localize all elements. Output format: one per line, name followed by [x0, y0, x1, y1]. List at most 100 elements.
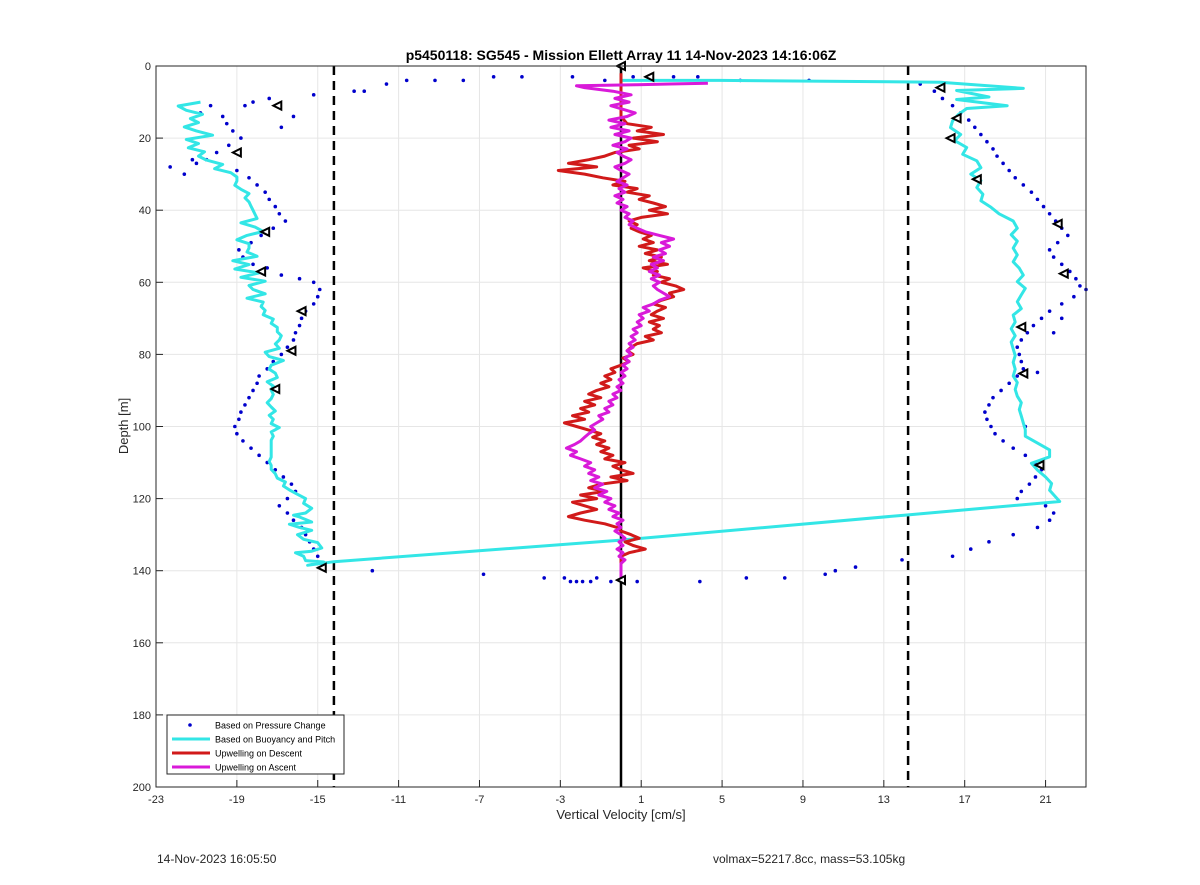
upwelling-on-ascent-line	[564, 81, 708, 578]
pressure-change-point	[671, 75, 676, 79]
y-tick-label: 40	[139, 205, 151, 217]
x-tick-label: -7	[475, 794, 485, 806]
triangle-marker	[1057, 268, 1069, 280]
pressure-change-point	[995, 154, 999, 158]
pressure-change-point	[932, 89, 937, 94]
x-axis-label: Vertical Velocity [cm/s]	[556, 807, 685, 822]
pressure-change-point	[279, 352, 284, 357]
pressure-change-point	[190, 157, 195, 162]
pressure-change-point	[255, 381, 259, 386]
pressure-change-point	[311, 302, 316, 306]
pressure-change-point	[1059, 316, 1064, 321]
legend-label: Upwelling on Ascent	[215, 763, 297, 773]
pressure-change-point	[985, 417, 989, 422]
axes: -23 -19 -15 -11 -7 -3 1 5 9 13 17 21 0 20 40 60 80 100 120…	[133, 61, 1052, 806]
pressure-change-point	[315, 294, 320, 299]
x-tick-label: 1	[638, 794, 644, 806]
pressure-change-point	[224, 121, 229, 126]
y-tick-label: 60	[139, 277, 151, 289]
pressure-change-point	[239, 136, 243, 140]
y-axis-label: Depth [m]	[116, 398, 131, 454]
pressure-change-point	[271, 226, 276, 231]
pressure-change-point	[251, 100, 255, 104]
pressure-change-point	[698, 579, 702, 584]
pressure-change-point	[283, 219, 288, 223]
y-tick-label: 140	[133, 566, 151, 578]
pressure-change-point	[1033, 475, 1038, 479]
y-tick-label: 80	[139, 349, 151, 361]
pressure-change-point	[311, 280, 316, 285]
pressure-change-point	[273, 204, 278, 209]
pressure-change-point	[782, 576, 787, 580]
pressure-change-point	[987, 540, 991, 544]
pressure-change-point	[983, 410, 987, 414]
triangle-marker	[950, 112, 962, 124]
pressure-change-point	[1031, 323, 1036, 328]
pressure-change-point	[291, 338, 296, 342]
pressure-change-point	[1039, 316, 1044, 321]
pressure-change-point	[1013, 175, 1018, 180]
pressure-change-point	[588, 579, 593, 584]
triangle-marker	[614, 574, 626, 586]
pressure-change-point	[991, 395, 995, 400]
pressure-change-point	[277, 504, 282, 508]
pressure-change-point	[1001, 161, 1005, 166]
y-tick-label: 20	[139, 133, 151, 145]
pressure-change-point	[255, 183, 259, 187]
y-tick-label: 100	[133, 422, 151, 434]
pressure-change-point	[281, 475, 286, 479]
pressure-change-point	[979, 132, 983, 137]
pressure-change-point	[1047, 518, 1052, 523]
pressure-change-point	[1021, 183, 1026, 187]
y-tick-label: 0	[145, 61, 151, 73]
pressure-change-point	[291, 518, 296, 523]
pressure-change-point	[744, 576, 749, 580]
pressure-change-point	[603, 78, 607, 83]
pressure-change-point	[950, 103, 955, 108]
pressure-change-point	[251, 388, 255, 393]
triangle-marker	[254, 265, 267, 278]
pressure-change-point	[214, 150, 219, 155]
pressure-change-point	[259, 233, 263, 238]
pressure-change-point	[433, 78, 437, 83]
pressure-change-point	[966, 118, 971, 122]
pressure-change-point	[1019, 338, 1024, 342]
legend-swatch-point	[188, 723, 192, 727]
pressure-change-point	[293, 330, 298, 335]
pressure-change-point	[609, 579, 613, 584]
pressure-change-point	[1021, 367, 1026, 371]
pressure-change-point	[1035, 525, 1040, 530]
pressure-change-point	[1051, 511, 1056, 515]
pressure-change-point	[208, 103, 213, 108]
pressure-change-point	[168, 165, 172, 169]
pressure-change-point	[297, 276, 302, 281]
pressure-change-point	[853, 565, 858, 569]
triangle-marker	[1017, 367, 1029, 380]
pressure-change-point	[481, 572, 486, 577]
triangle-marker	[285, 345, 297, 357]
pressure-change-point	[243, 103, 247, 108]
pressure-change-point	[289, 482, 294, 486]
pressure-change-point	[235, 431, 239, 436]
x-tick-label: 9	[800, 794, 806, 806]
pressure-change-point	[231, 129, 235, 133]
pressure-change-point	[220, 114, 225, 119]
pressure-change-point	[1051, 330, 1056, 335]
pressure-change-point	[1043, 504, 1048, 508]
pressure-change-point	[1041, 204, 1046, 209]
pressure-change-point	[237, 417, 241, 422]
pressure-change-point	[1035, 370, 1040, 375]
pressure-change-point	[968, 547, 973, 551]
pressure-change-point	[985, 139, 989, 144]
pressure-change-point	[241, 439, 245, 443]
pressure-change-point	[900, 558, 904, 562]
pressure-change-point	[993, 431, 997, 436]
pressure-change-point	[999, 388, 1003, 393]
pressure-change-point	[1059, 262, 1064, 267]
pressure-change-point	[991, 147, 995, 151]
pressure-change-point	[1025, 330, 1030, 335]
pressure-change-point	[989, 424, 993, 429]
triangle-marker	[315, 562, 327, 574]
pressure-change-point	[267, 96, 272, 101]
